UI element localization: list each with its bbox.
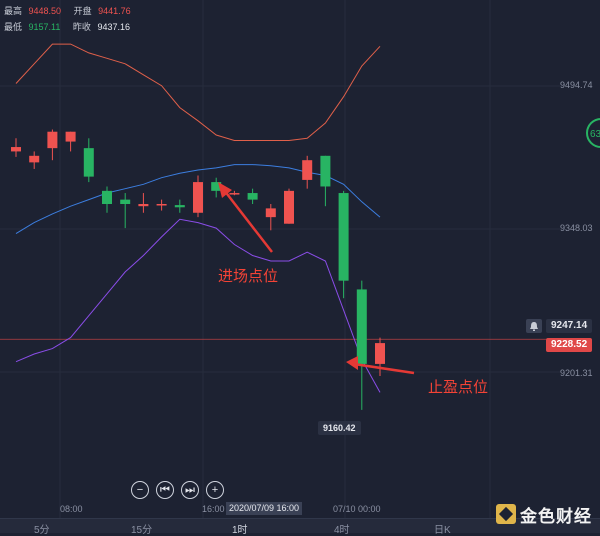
- take-profit-arrow-head: [346, 356, 358, 370]
- lower-band-line: [15, 218, 381, 393]
- price-tick-low: 9201.31: [560, 368, 593, 378]
- candle-body: [102, 190, 112, 204]
- candle-body: [193, 182, 203, 213]
- indicator-lines: [15, 43, 381, 393]
- take-profit-label: 止盈点位: [428, 379, 489, 396]
- open-label: 开盘: [73, 6, 92, 16]
- low-marker: 9160.42: [318, 421, 361, 435]
- zoom-in-button[interactable]: +: [206, 481, 224, 499]
- brand-logo: 金色财经: [496, 502, 592, 526]
- candle-body: [120, 199, 131, 204]
- candle-body: [29, 155, 40, 163]
- tab-1h[interactable]: 1时: [232, 525, 248, 536]
- candle-body: [265, 208, 276, 218]
- entry-point-label: 进场点位: [218, 268, 279, 285]
- candle-body: [65, 131, 76, 142]
- timeframe-bar: 5分 15分 1时 4时 日K: [0, 518, 600, 536]
- tab-15m[interactable]: 15分: [131, 525, 153, 536]
- logo-text: 金色财经: [520, 506, 592, 526]
- tab-1d[interactable]: 日K: [434, 525, 451, 536]
- annotation-arrows: [218, 182, 415, 375]
- low-value: 9157.11: [28, 22, 61, 32]
- candle-body: [375, 343, 385, 364]
- candle-body: [320, 155, 331, 187]
- entry-arrow-head: [218, 182, 232, 198]
- time-tick-1: 08:00: [60, 504, 83, 514]
- price-tick-mid: 9348.03: [560, 223, 593, 233]
- entry-arrow: [223, 189, 273, 253]
- cursor-time: 2020/07/09 16:00: [226, 502, 303, 515]
- prev-close-value: 9437.16: [97, 22, 130, 32]
- jump-start-button[interactable]: ⏮: [156, 481, 174, 499]
- high-label: 最高: [4, 6, 23, 16]
- chart-grid: [0, 0, 560, 518]
- bell-icon[interactable]: [526, 319, 542, 333]
- jump-end-button[interactable]: ⏭: [181, 481, 199, 499]
- high-value: 9448.50: [28, 6, 62, 16]
- candles: [11, 129, 385, 410]
- current-price-badge: 9228.52: [546, 338, 593, 352]
- time-tick-2: 16:00: [202, 504, 225, 514]
- candle-body: [229, 193, 240, 195]
- time-tick-3: 07/10 00:00: [333, 504, 381, 514]
- candle-body: [284, 190, 294, 224]
- candle-body: [156, 204, 167, 206]
- price-tick-top: 9494.74: [560, 80, 593, 90]
- candle-body: [138, 204, 149, 207]
- tab-5m[interactable]: 5分: [34, 525, 50, 536]
- candle-body: [338, 193, 349, 281]
- candle-body: [47, 131, 58, 149]
- candle-body: [83, 148, 94, 177]
- tab-4h[interactable]: 4时: [334, 525, 350, 536]
- zoom-out-button[interactable]: −: [131, 481, 149, 499]
- ma-line: [15, 164, 381, 235]
- upper-band-line: [15, 43, 381, 141]
- open-value: 9441.76: [98, 6, 131, 16]
- low-label: 最低: [4, 22, 23, 32]
- take-profit-arrow: [353, 362, 415, 375]
- ohlc-panel: 最高 9448.50 开盘 9441.76 最低 9157.11 昨收 9437…: [0, 0, 240, 36]
- candle-body: [247, 193, 258, 200]
- candle-body: [356, 289, 367, 364]
- candle-body: [211, 182, 222, 191]
- candle-body: [11, 147, 21, 152]
- logo-icon: [496, 504, 516, 524]
- candle-body: [302, 160, 313, 180]
- alert-price: 9247.14: [546, 319, 593, 333]
- candle-body: [174, 205, 185, 208]
- prev-close-label: 昨收: [72, 22, 91, 32]
